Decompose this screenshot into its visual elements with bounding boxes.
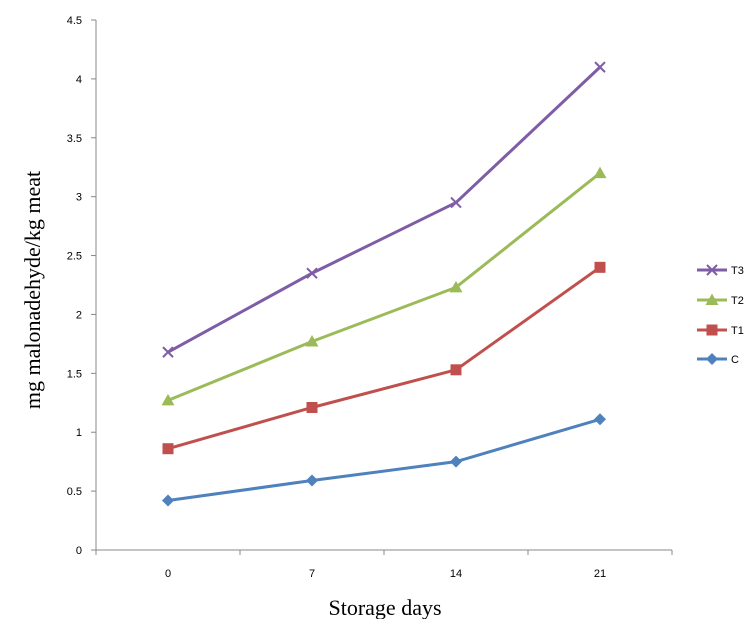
data-point-t1	[594, 261, 606, 273]
x-axis-title: Storage days	[328, 595, 441, 619]
y-tick-label: 4	[76, 74, 82, 86]
legend-marker	[705, 293, 719, 305]
data-point-t2	[161, 393, 175, 406]
data-point-c	[594, 413, 606, 426]
y-axis-title: mg malonadehyde/kg meat	[20, 171, 45, 409]
series-layer	[161, 61, 607, 507]
y-tick-label: 3	[76, 192, 82, 204]
legend-item-t1: T1	[697, 324, 744, 337]
data-point-t2	[593, 166, 607, 179]
legend-marker	[706, 324, 718, 336]
y-tick-label: 1.5	[67, 368, 82, 380]
y-tick-label: 0.5	[67, 486, 82, 498]
y-tick-label: 2.5	[67, 251, 82, 263]
y-tick-label: 2	[76, 309, 82, 321]
series-line-t1	[167, 266, 601, 451]
y-tick-label: 1	[76, 427, 82, 439]
data-point-t2	[305, 335, 319, 347]
series-c	[162, 413, 606, 507]
data-point-t3	[306, 267, 318, 279]
data-point-t3	[450, 196, 462, 209]
legend: T3 T2 T1 C	[697, 264, 744, 366]
data-point-c	[306, 474, 318, 487]
data-point-t1	[306, 401, 318, 413]
data-point-t1	[162, 443, 174, 455]
legend-marker	[706, 353, 718, 365]
legend-item-t3: T3	[697, 264, 744, 277]
data-point-c	[450, 455, 462, 468]
data-point-t2	[449, 280, 463, 293]
x-tick-label: 21	[594, 568, 606, 580]
series-line-t2	[167, 171, 601, 402]
legend-marker	[706, 264, 718, 276]
y-tick-label: 3.5	[67, 133, 82, 145]
y-tick-label: 0	[76, 545, 82, 557]
legend-item-t2: T2	[697, 293, 744, 307]
x-tick-label: 0	[165, 568, 171, 580]
x-tick-label: 14	[450, 568, 462, 580]
legend-label: C	[731, 354, 739, 366]
series-line-t3	[167, 66, 602, 354]
data-point-t1	[450, 364, 462, 376]
data-point-c	[162, 494, 174, 507]
legend-label: T1	[731, 325, 744, 337]
y-tick-label: 4.5	[67, 15, 82, 27]
series-t1	[162, 261, 606, 455]
legend-item-c: C	[697, 353, 739, 366]
series-line-c	[167, 417, 601, 503]
data-point-t3	[594, 61, 606, 73]
y-axis-ticks: 0 0.5 1 1.5 2 2.5 3 3.5 4 4.5	[67, 15, 96, 557]
legend-label: T3	[731, 265, 744, 277]
legend-label: T2	[731, 295, 744, 307]
data-point-t3	[162, 346, 174, 358]
x-axis-ticks: 0 7 14 21	[95, 550, 673, 580]
x-tick-label: 7	[309, 568, 315, 580]
axes	[95, 20, 672, 551]
series-t3	[162, 61, 606, 358]
series-t2	[161, 166, 607, 406]
